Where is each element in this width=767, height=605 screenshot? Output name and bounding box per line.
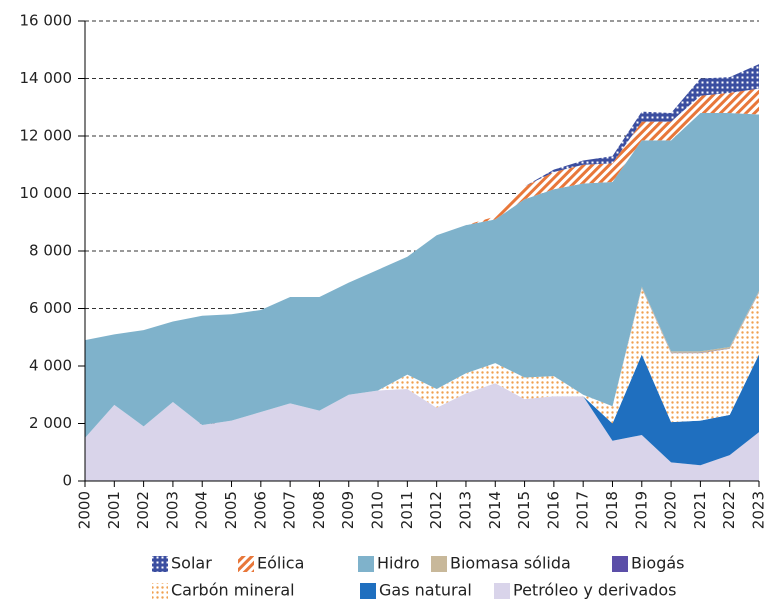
y-tick-label: 6 000 (29, 299, 72, 317)
legend-label: Eólica (257, 554, 304, 573)
legend-swatch (152, 583, 168, 599)
x-tick-label: 2003 (163, 491, 181, 529)
legend-swatch (152, 556, 168, 572)
x-tick-label: 2020 (662, 491, 680, 529)
y-tick-label: 2 000 (29, 414, 72, 432)
legend-swatch (358, 556, 374, 572)
x-tick-label: 2023 (750, 491, 767, 529)
legend-swatch (360, 583, 376, 599)
x-tick-label: 2012 (427, 491, 445, 529)
x-tick-label: 2007 (281, 491, 299, 529)
x-tick-label: 2009 (339, 491, 357, 529)
x-tick-label: 2006 (251, 491, 269, 529)
legend-label: Carbón mineral (171, 581, 295, 600)
x-tick-label: 2014 (486, 491, 504, 529)
legend-label: Hidro (377, 554, 420, 573)
x-tick-label: 2022 (720, 491, 738, 529)
y-tick-label: 14 000 (20, 69, 73, 87)
legend-swatch (431, 556, 447, 572)
legend-label: Petróleo y derivados (513, 581, 677, 600)
x-tick-label: 2004 (193, 491, 211, 529)
x-tick-label: 2016 (544, 491, 562, 529)
x-tick-label: 2000 (76, 491, 94, 529)
y-tick-label: 12 000 (20, 127, 73, 145)
legend-swatch (494, 583, 510, 599)
x-tick-label: 2018 (603, 491, 621, 529)
legend-label: Gas natural (379, 581, 472, 600)
y-tick-label: 4 000 (29, 357, 72, 375)
y-tick-label: 8 000 (29, 242, 72, 260)
x-tick-label: 2001 (105, 491, 123, 529)
x-tick-label: 2005 (222, 491, 240, 529)
x-tick-label: 2008 (310, 491, 328, 529)
x-tick-label: 2017 (574, 491, 592, 529)
legend-label: Solar (171, 554, 212, 573)
x-tick-label: 2015 (515, 491, 533, 529)
legend-swatch (238, 556, 254, 572)
y-tick-label: 0 (62, 472, 72, 490)
legend-label: Biomasa sólida (450, 554, 571, 573)
x-tick-label: 2002 (134, 491, 152, 529)
legend-swatch (612, 556, 628, 572)
legend-label: Biogás (631, 554, 685, 573)
x-tick-label: 2010 (369, 491, 387, 529)
x-tick-label: 2021 (691, 491, 709, 529)
y-tick-label: 10 000 (20, 184, 73, 202)
x-tick-label: 2011 (398, 491, 416, 529)
x-tick-label: 2019 (632, 491, 650, 529)
x-tick-label: 2013 (456, 491, 474, 529)
y-tick-label: 16 000 (20, 12, 73, 30)
